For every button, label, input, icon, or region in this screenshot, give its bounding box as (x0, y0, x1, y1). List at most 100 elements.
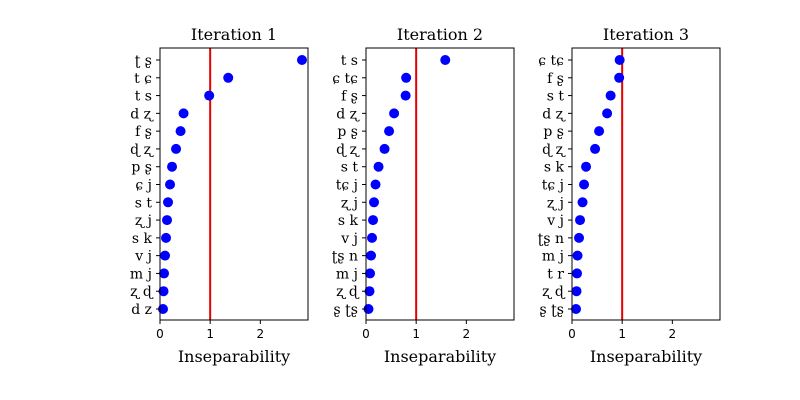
data-point (605, 90, 616, 101)
y-tick-label: f ʂ (547, 71, 564, 87)
y-tick-label: d ʐ (336, 106, 359, 122)
y-tick-label: t s (135, 89, 152, 105)
y-tick-label: ɕ j (135, 178, 152, 194)
x-tick-label: 1 (206, 327, 214, 341)
y-tick-label: p ʂ (131, 160, 152, 176)
y-tick-label: ʐ ɖ (336, 284, 360, 300)
y-tick-label: ʐ j (547, 195, 564, 211)
data-point (577, 197, 588, 208)
data-point (572, 250, 583, 261)
y-tick-label: ʈʂ n (538, 231, 564, 247)
y-tick-label: s k (338, 213, 359, 229)
data-point (571, 286, 582, 297)
data-point (590, 143, 601, 154)
data-point (167, 161, 178, 172)
x-tick-label: 2 (257, 327, 265, 341)
y-tick-label: s t (135, 195, 153, 211)
data-point (162, 215, 173, 226)
plot-frame (159, 47, 309, 321)
x-tick-label: 0 (362, 327, 370, 341)
data-point (159, 268, 170, 279)
panel-title: Iteration 3 (603, 25, 689, 44)
data-point (165, 179, 176, 190)
data-point (602, 108, 613, 119)
x-axis-label: Inseparability (384, 347, 496, 366)
x-axis-label: Inseparability (178, 347, 290, 366)
y-tick-label: p ʂ (337, 124, 358, 140)
data-point (581, 161, 592, 172)
y-tick-label: d ʐ (130, 106, 153, 122)
data-point (366, 250, 377, 261)
data-point (296, 55, 307, 65)
y-tick-label: p ʂ (543, 124, 564, 140)
x-tick-label: 2 (669, 327, 677, 341)
data-point (161, 232, 172, 243)
data-point (579, 179, 590, 190)
panel-iteration-1: Iteration 1 ʈ ʂ t ɕ t sd ʐ f ʂ ɖ ʐ p ʂ ɕ js t ʐ … (130, 25, 309, 366)
data-point (364, 286, 375, 297)
data-point (223, 72, 234, 83)
y-tick-label: d ʐ (542, 106, 565, 122)
y-tick-label: ɕ tɕ (332, 71, 358, 87)
data-point (379, 143, 390, 154)
data-point (158, 286, 169, 297)
data-point (400, 90, 411, 101)
data-point (401, 72, 412, 83)
data-point (574, 232, 585, 243)
panel-iteration-3: Iteration 3 ɕ tɕ f ʂ s td ʐ p ʂ ɖ ʐ s k tɕ jʐ j… (538, 25, 721, 366)
data-point (175, 126, 186, 137)
x-tick-label: 0 (568, 327, 576, 341)
y-tick-label: tɕ j (336, 178, 358, 194)
y-tick-label: ʂ ʈʂ (334, 302, 358, 318)
y-tick-label: s k (132, 231, 153, 247)
data-point (571, 304, 582, 314)
y-tick-label: m j (542, 249, 564, 265)
panel-title: Iteration 2 (397, 25, 483, 44)
y-tick-label: t ɕ (134, 71, 152, 87)
data-point (614, 55, 625, 65)
y-tick-label: ʂ ʈʂ (540, 302, 564, 318)
data-point (178, 108, 189, 119)
data-point (384, 126, 395, 137)
data-point (367, 232, 378, 243)
y-tick-label: s k (544, 160, 565, 176)
data-point (369, 197, 380, 208)
y-tick-label: f ʂ (135, 124, 152, 140)
x-tick-label: 1 (412, 327, 420, 341)
y-tick-label: d z (131, 302, 152, 318)
x-tick-label: 1 (618, 327, 626, 341)
data-point (365, 268, 376, 279)
y-tick-label: ɖ ʐ (542, 142, 566, 158)
y-tick-label: m j (130, 266, 152, 282)
y-tick-label: ʈʂ n (332, 249, 358, 265)
y-tick-label: v j (340, 231, 358, 247)
y-tick-label: v j (134, 249, 152, 265)
y-tick-label: ʐ ɖ (542, 284, 566, 300)
y-tick-label: s t (341, 160, 359, 176)
panel-iteration-2: Iteration 2 t s ɕ tɕ f ʂd ʐ p ʂ ɖ ʐ s t tɕ jʐ j… (332, 25, 515, 366)
data-point (440, 55, 451, 65)
plot-frame (365, 47, 515, 321)
y-tick-label: ɖ ʐ (336, 142, 360, 158)
y-tick-label: ɖ ʐ (130, 142, 154, 158)
data-point (204, 90, 215, 101)
data-point (389, 108, 400, 119)
y-tick-label: f ʂ (341, 89, 358, 105)
data-point (373, 161, 384, 172)
x-tick-label: 2 (463, 327, 471, 341)
y-tick-label: s t (547, 89, 565, 105)
data-point (572, 268, 583, 279)
y-tick-label: t r (547, 266, 564, 282)
y-tick-label: ɕ tɕ (538, 53, 564, 69)
y-tick-label: t s (341, 53, 358, 69)
data-point (171, 143, 182, 154)
x-axis-label: Inseparability (590, 347, 702, 366)
x-tick-label: 0 (156, 327, 164, 341)
data-point (614, 72, 625, 83)
y-tick-label: tɕ j (542, 178, 564, 194)
plot-frame (571, 47, 721, 321)
data-point (158, 304, 169, 314)
y-tick-label: v j (546, 213, 564, 229)
